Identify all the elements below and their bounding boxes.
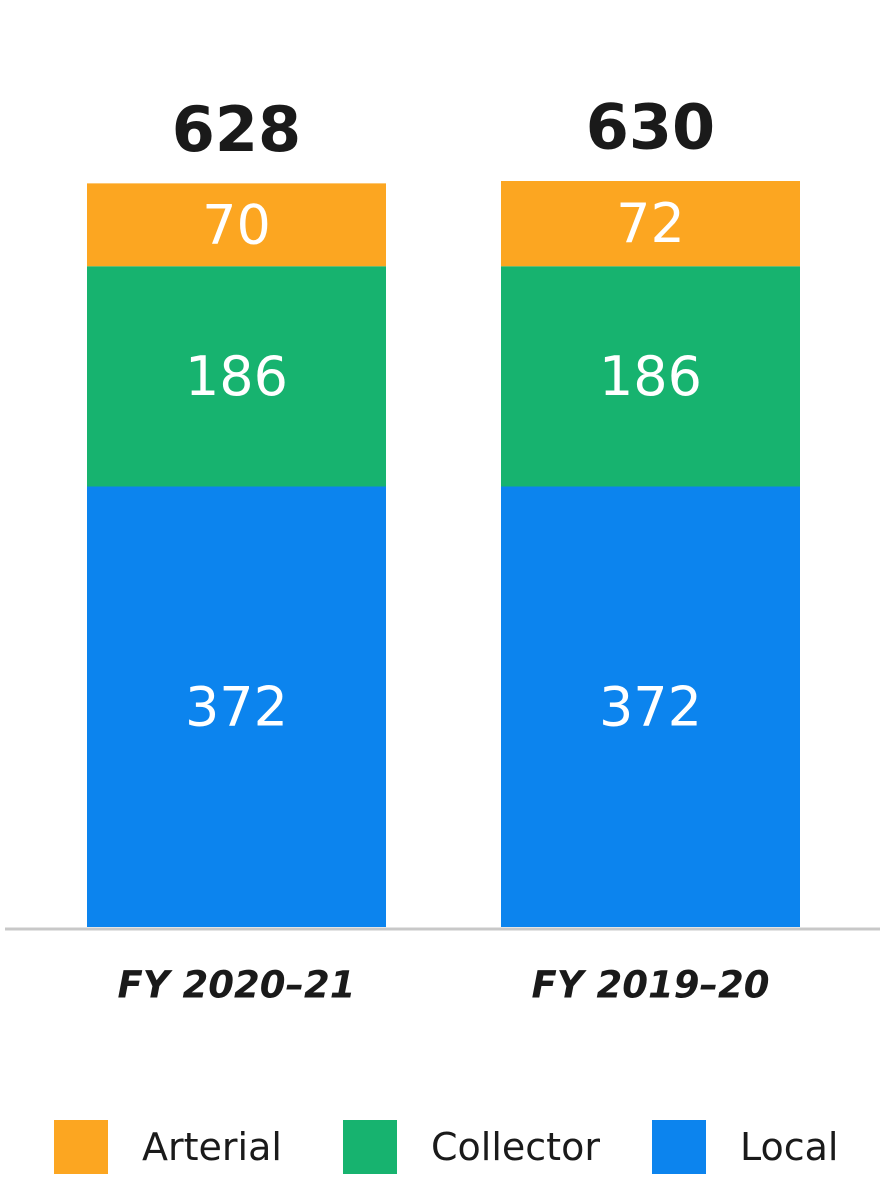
legend-swatch-local: [652, 1120, 706, 1174]
legend-item-collector: Collector: [343, 1119, 600, 1175]
legend-label-local: Local: [740, 1125, 839, 1169]
legend-item-arterial: Arterial: [54, 1119, 282, 1175]
total-label-1: 628: [172, 93, 301, 166]
bar-segment-collector-1: [87, 266, 386, 487]
legend: Arterial Collector Local: [0, 1119, 883, 1175]
data-label-collector-1: 186: [185, 345, 288, 408]
data-label-local-1: 372: [185, 675, 288, 738]
data-label-arterial-2: 72: [616, 192, 685, 255]
legend-label-collector: Collector: [431, 1125, 600, 1169]
category-label-1: FY 2020–21: [118, 964, 356, 1007]
labels-layer: 372 186 70 628 FY 2020–21 372 186 72 630 FY 2019–…: [118, 91, 770, 1007]
legend-swatch-collector: [343, 1120, 397, 1174]
bar-segment-collector-2: [501, 266, 800, 487]
bars-layer: [87, 181, 800, 927]
legend-swatch-arterial: [54, 1120, 108, 1174]
bar-segment-arterial-2: [501, 181, 800, 267]
legend-label-arterial: Arterial: [142, 1125, 282, 1169]
data-label-collector-2: 186: [599, 345, 702, 408]
bar-segment-arterial-1: [87, 183, 386, 267]
bar-segment-local-1: [87, 486, 386, 927]
legend-item-local: Local: [652, 1119, 839, 1175]
data-label-arterial-1: 70: [202, 193, 271, 256]
data-label-local-2: 372: [599, 675, 702, 738]
stacked-bar-chart: 372 186 70 628 FY 2020–21 372 186 72 630 FY 2019–…: [5, 91, 880, 1007]
category-label-2: FY 2019–20: [532, 964, 770, 1007]
bar-segment-local-2: [501, 486, 800, 927]
total-label-2: 630: [586, 91, 715, 164]
